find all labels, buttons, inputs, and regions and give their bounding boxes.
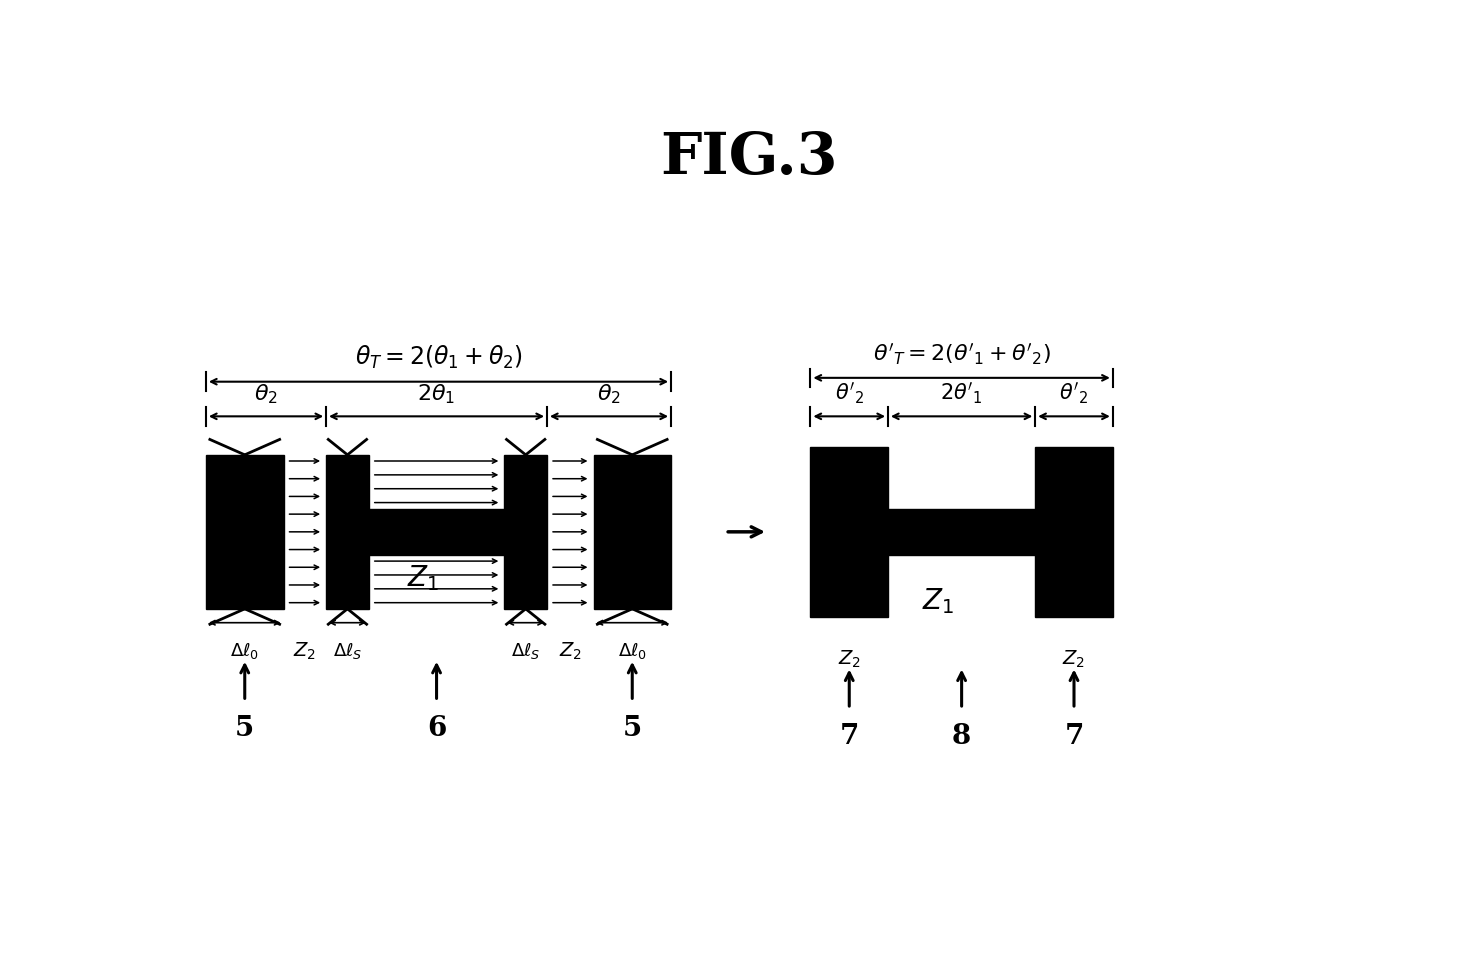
Bar (887, 509, 1035, 555)
Text: 7: 7 (1064, 722, 1083, 749)
Text: $2\theta'_1$: $2\theta'_1$ (940, 380, 982, 405)
Bar (368, 509, 504, 555)
Text: $Z_2$: $Z_2$ (1063, 649, 1085, 670)
Bar (594, 454, 671, 609)
Text: 7: 7 (839, 722, 860, 749)
Text: 5: 5 (235, 716, 254, 742)
Bar (326, 454, 368, 609)
Text: $2\theta_1$: $2\theta_1$ (418, 382, 456, 405)
Bar (810, 447, 887, 617)
Text: $\Delta\ell_S$: $\Delta\ell_S$ (512, 641, 541, 661)
Text: $\theta_T=2(\theta_1+\theta_2)$: $\theta_T=2(\theta_1+\theta_2)$ (354, 343, 522, 371)
Text: $Z_1$: $Z_1$ (406, 563, 439, 593)
Text: $Z_1$: $Z_1$ (923, 586, 955, 616)
Text: $\Delta\ell_S$: $\Delta\ell_S$ (333, 641, 363, 661)
Text: $\theta_2$: $\theta_2$ (254, 382, 278, 405)
Text: $\theta'_T=2(\theta'_1+\theta'_2)$: $\theta'_T=2(\theta'_1+\theta'_2)$ (873, 342, 1051, 367)
Text: $Z_2$: $Z_2$ (558, 641, 582, 662)
Bar (206, 454, 284, 609)
Text: $\theta_2$: $\theta_2$ (596, 382, 621, 405)
Text: 6: 6 (427, 716, 446, 742)
Text: $\theta'_2$: $\theta'_2$ (835, 380, 864, 405)
Bar (1035, 447, 1113, 617)
Text: FIG.3: FIG.3 (661, 131, 838, 187)
Text: $Z_2$: $Z_2$ (838, 649, 861, 670)
Bar (504, 454, 547, 609)
Text: 5: 5 (623, 716, 642, 742)
Text: $\Delta\ell_0$: $\Delta\ell_0$ (231, 641, 259, 661)
Text: $Z_2$: $Z_2$ (294, 641, 316, 662)
Text: 8: 8 (952, 722, 971, 749)
Text: $\Delta\ell_0$: $\Delta\ell_0$ (618, 641, 646, 661)
Text: $\theta'_2$: $\theta'_2$ (1060, 380, 1089, 405)
